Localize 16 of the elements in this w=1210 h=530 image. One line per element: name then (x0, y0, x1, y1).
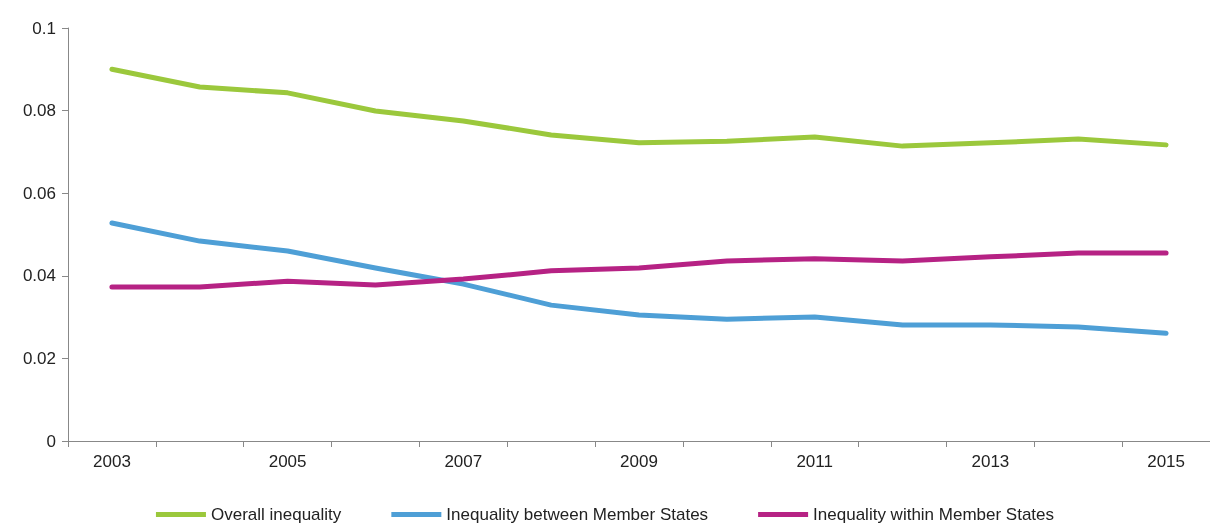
x-tick-label: 2013 (971, 452, 1010, 471)
y-tick-label: 0.02 (22, 348, 56, 368)
legend-label: Overall inequality (210, 505, 342, 524)
y-tick-label: 0.04 (22, 266, 56, 286)
x-tick-label: 2005 (268, 452, 307, 471)
legend-label: Inequality within Member States (813, 505, 1055, 524)
legend-label: Inequality between Member States (446, 505, 709, 524)
x-tick-label: 2003 (93, 452, 131, 471)
x-tick-label: 2007 (444, 452, 483, 471)
y-tick-label: 0.1 (32, 18, 56, 38)
y-tick-label: 0.08 (22, 101, 56, 121)
y-tick-label: 0.06 (22, 183, 56, 203)
x-tick-label: 2009 (620, 452, 658, 471)
x-tick-label: 2011 (796, 452, 833, 471)
y-tick-label: 0 (46, 431, 56, 451)
x-tick-label: 2015 (1147, 452, 1185, 471)
